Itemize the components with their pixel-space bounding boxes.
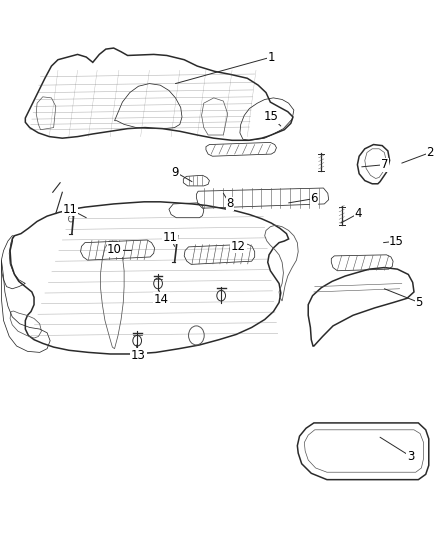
Text: 11: 11 (63, 203, 78, 216)
Text: 13: 13 (131, 349, 146, 362)
Text: 7: 7 (381, 158, 388, 171)
Text: 15: 15 (389, 235, 404, 247)
Text: 11: 11 (163, 231, 178, 244)
Text: 5: 5 (416, 296, 423, 309)
Text: 4: 4 (354, 207, 362, 220)
Text: 9: 9 (172, 166, 179, 179)
Text: 8: 8 (226, 197, 233, 211)
Text: 3: 3 (407, 450, 414, 463)
Text: 6: 6 (310, 192, 318, 205)
Text: 12: 12 (231, 240, 246, 253)
Text: 10: 10 (107, 243, 122, 256)
Text: 1: 1 (268, 51, 275, 63)
Text: 15: 15 (264, 110, 279, 124)
Text: 2: 2 (426, 146, 434, 159)
Text: 14: 14 (154, 293, 169, 306)
